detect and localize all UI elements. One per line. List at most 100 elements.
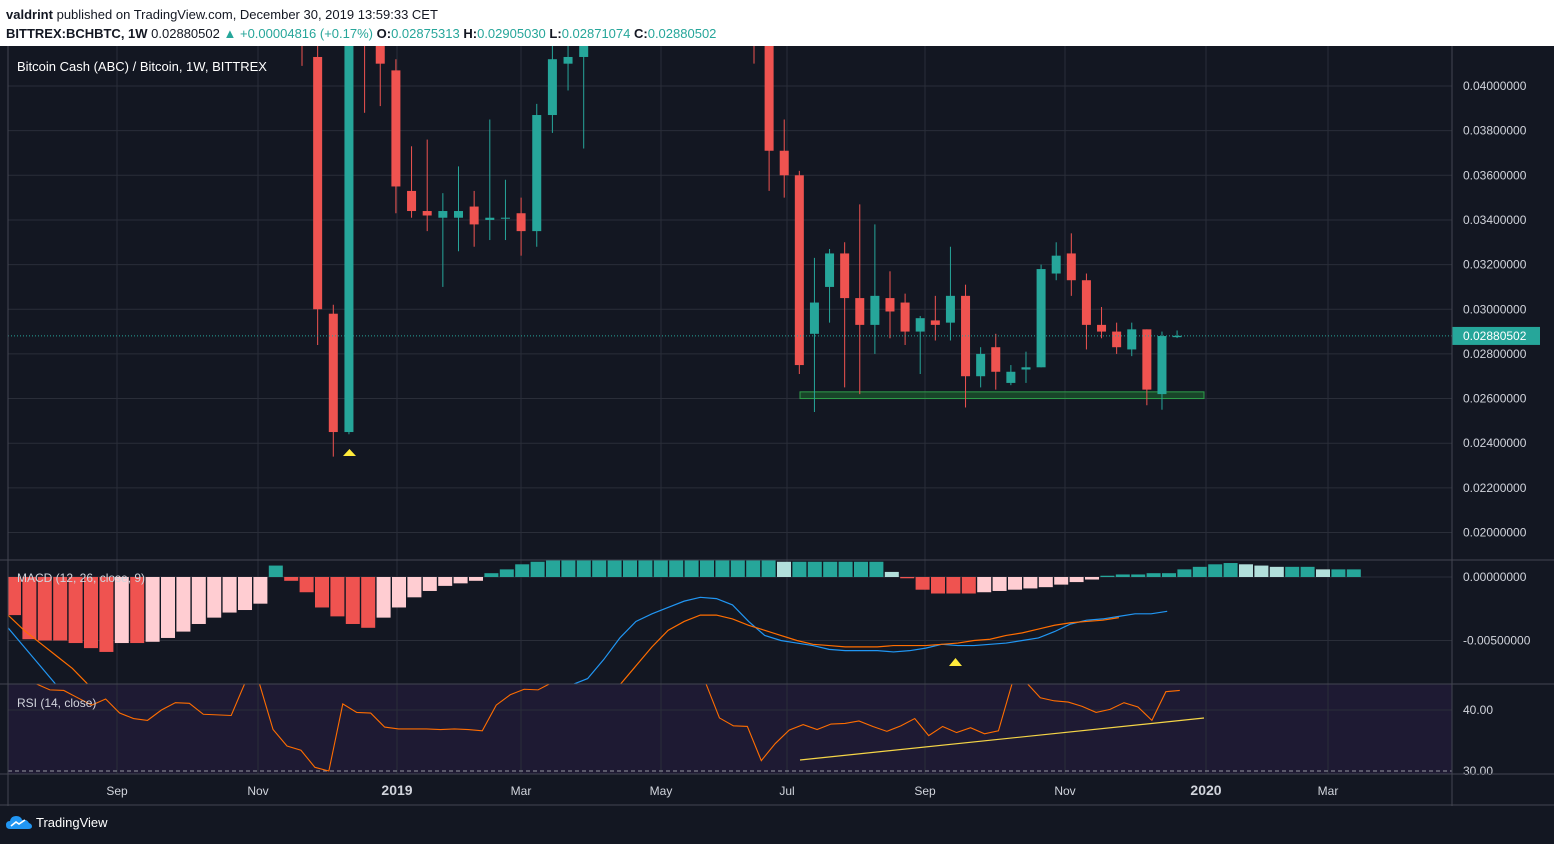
- candle-body: [840, 253, 850, 299]
- macd-hist-bar: [869, 561, 884, 577]
- low-value: 0.02871074: [561, 26, 631, 41]
- candle-body: [1142, 329, 1152, 390]
- macd-hist-bar: [1331, 569, 1346, 577]
- price-change: +0.00004816 (+0.17%): [239, 26, 373, 41]
- macd-hist-bar: [53, 577, 68, 641]
- x-tick-label: 2019: [381, 782, 412, 798]
- publish-header: valdrint published on TradingView.com, D…: [0, 0, 1554, 46]
- macd-hist-bar: [99, 577, 114, 652]
- tradingview-logo[interactable]: TradingView: [6, 814, 108, 830]
- macd-tick-label: -0.00500000: [1463, 634, 1531, 648]
- candle-body: [1112, 331, 1122, 348]
- candle-body: [779, 150, 789, 176]
- chart-canvas[interactable]: Sep Nov 2019 Mar May Jul Sep Nov 2020 Mar 0.040000…: [0, 46, 1554, 806]
- y-tick-label: 0.02800000: [1463, 347, 1527, 361]
- macd-hist-bar: [484, 573, 499, 577]
- candle-body: [809, 302, 819, 334]
- macd-hist-bar: [222, 577, 237, 613]
- author-name[interactable]: valdrint: [6, 7, 53, 22]
- candle-body: [900, 302, 910, 332]
- macd-hist-bar: [700, 560, 714, 577]
- candle-body: [1036, 269, 1046, 368]
- published-text: published on TradingView.com, December 3…: [56, 7, 438, 22]
- y-tick-label: 0.04000000: [1463, 79, 1527, 93]
- candle-body: [407, 190, 417, 212]
- candle-body: [930, 320, 940, 325]
- y-tick-label: 0.02400000: [1463, 436, 1527, 450]
- tradingview-cloud-icon: [6, 816, 32, 829]
- macd-hist-bar: [407, 577, 422, 598]
- macd-hist-bar: [576, 560, 591, 577]
- macd-hist-bar: [1146, 573, 1161, 577]
- candle-body: [563, 56, 573, 64]
- candle-body: [485, 217, 495, 220]
- macd-hist-bar: [1239, 564, 1253, 577]
- open-label: O:: [376, 26, 392, 41]
- open-value: 0.02875313: [391, 26, 460, 41]
- macd-tick-label: 0.00000000: [1463, 570, 1527, 584]
- rsi-tick-label: 30.00: [1463, 764, 1493, 778]
- rsi-label: RSI (14, close): [17, 696, 97, 710]
- price-pane: [8, 46, 1452, 560]
- y-tick-label: 0.03000000: [1463, 302, 1527, 316]
- macd-hist-bar: [746, 560, 761, 577]
- last-price-label: 0.02880502: [1463, 329, 1527, 343]
- macd-hist-bar: [361, 577, 376, 628]
- candle-body: [991, 347, 1001, 372]
- last-price: 0.02880502: [151, 26, 220, 41]
- x-tick-label: Sep: [106, 784, 128, 798]
- macd-hist-bar: [145, 577, 160, 642]
- x-tick-label: Nov: [247, 784, 268, 798]
- macd-hist-bar: [992, 577, 1007, 591]
- macd-hist-bar: [623, 560, 637, 577]
- candle-body: [469, 206, 479, 225]
- macd-hist-bar: [653, 560, 668, 577]
- macd-hist-bar: [515, 564, 530, 577]
- candle-body: [945, 295, 955, 323]
- x-tick-label: Nov: [1054, 784, 1075, 798]
- macd-hist-bar: [669, 560, 684, 577]
- macd-hist-bar: [1346, 569, 1361, 577]
- candle-body: [1021, 367, 1031, 370]
- candle-body: [885, 298, 895, 312]
- rsi-tick-label: 40.00: [1463, 703, 1493, 717]
- macd-hist-bar: [546, 560, 560, 577]
- close-value: 0.02880502: [647, 26, 717, 41]
- y-tick-label: 0.03400000: [1463, 213, 1527, 227]
- macd-hist-bar: [392, 577, 406, 608]
- candle-body: [1127, 329, 1137, 350]
- macd-hist-bar: [207, 577, 222, 618]
- macd-hist-bar: [284, 577, 299, 581]
- candle-body: [454, 211, 463, 218]
- footer: [0, 806, 1554, 844]
- ohlc-legend: BITTREX:BCHBTC, 1W 0.02880502 ▲ +0.00004…: [6, 26, 716, 41]
- candle-body: [391, 70, 401, 187]
- candle-body: [375, 46, 385, 64]
- candle-body: [764, 46, 774, 151]
- signal-marker: [949, 658, 962, 666]
- last-price-tag: [1452, 326, 1540, 345]
- macd-hist-bar: [422, 577, 437, 591]
- macd-hist-bar: [1085, 577, 1099, 580]
- y-tick-label: 0.03600000: [1463, 168, 1527, 182]
- candle-body: [1157, 336, 1167, 395]
- macd-hist-bar: [453, 577, 468, 584]
- macd-hist-bar: [807, 561, 822, 577]
- y-tick-label: 0.02600000: [1463, 392, 1527, 406]
- up-arrow-icon: ▲: [223, 26, 237, 41]
- candle-body: [1097, 324, 1107, 332]
- macd-hist-bar: [915, 577, 930, 590]
- macd-hist-bar: [469, 577, 483, 581]
- macd-hist-bar: [638, 560, 653, 577]
- macd-hist-bar: [1269, 566, 1284, 577]
- x-tick-label: May: [650, 784, 673, 798]
- rsi-trendline: [799, 717, 1205, 761]
- candle-body: [870, 295, 880, 325]
- macd-hist-bar: [823, 561, 838, 577]
- candle-body: [579, 46, 589, 57]
- close-label: C:: [634, 26, 648, 41]
- candle-body: [328, 313, 338, 433]
- macd-hist-bar: [345, 577, 360, 624]
- candle-body: [915, 318, 925, 332]
- macd-hist-bar: [114, 577, 129, 644]
